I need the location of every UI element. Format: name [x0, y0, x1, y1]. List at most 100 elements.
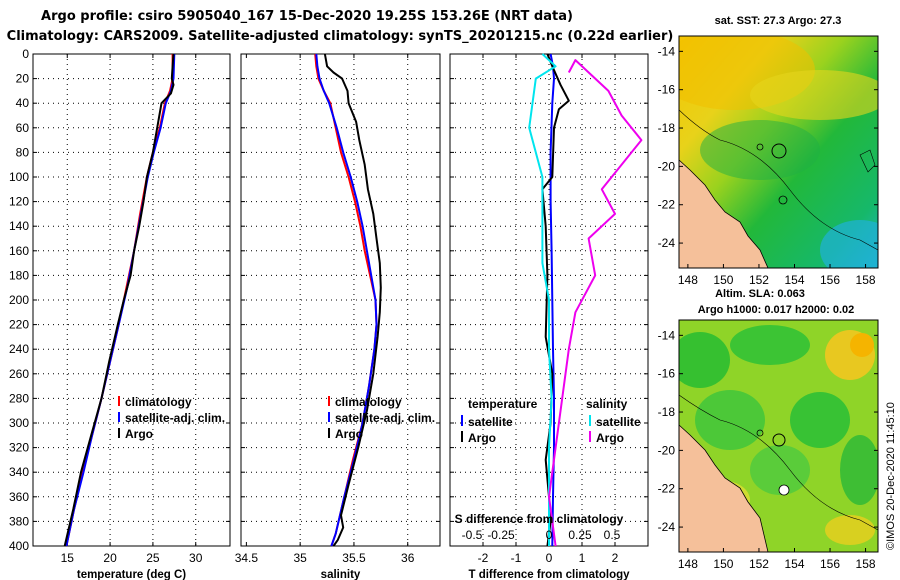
panel-frame	[240, 53, 441, 547]
legend-label: climatology	[335, 395, 402, 409]
y-tick-label: 340	[9, 465, 29, 479]
series-line-argo	[323, 53, 382, 547]
legend-header-salinity: salinity	[586, 397, 628, 411]
map-x-tick-label: 154	[784, 273, 804, 287]
series-line-t-satellite	[549, 53, 555, 547]
y-tick-label: 320	[9, 441, 29, 455]
map-y-tick-label: -14	[658, 44, 676, 58]
map-y-tick-label: -14	[658, 328, 676, 342]
sla-map: Altim. SLA: 0.063 Argo h1000: 0.017 h200…	[658, 288, 879, 571]
sst-argo-marker	[771, 143, 787, 159]
x-tick-label: -1	[511, 551, 522, 565]
map-x-tick-label: 156	[820, 273, 840, 287]
y-tick-label: 380	[9, 514, 29, 528]
series-line-satellite-adj-clim-	[315, 53, 378, 547]
series-line-t-argo	[541, 53, 570, 547]
profile-panel-temperature: 0 20 40 60 80 100 120 140 160 180 200 220 240 260 280 3…	[9, 47, 231, 580]
map-x-tick-label: 156	[820, 557, 840, 571]
y-tick-label: 160	[9, 244, 29, 258]
map-y-tick-label: -18	[658, 405, 676, 419]
x-tick-label: 34.5	[235, 551, 259, 565]
y-tick-label: 40	[16, 96, 30, 110]
x-axis-label: T difference from climatology	[468, 569, 630, 580]
map-y-tick-label: -20	[658, 443, 676, 457]
y-tick-label: 0	[22, 47, 29, 61]
y-tick-label: 200	[9, 293, 29, 307]
legend-label: satellite	[596, 415, 641, 429]
y-tick-label: 120	[9, 195, 29, 209]
x-axis-label: temperature (deg C)	[77, 569, 186, 580]
y-tick-label: 100	[9, 170, 29, 184]
y-tick-label: 260	[9, 367, 29, 381]
map-x-tick-label: 158	[856, 557, 876, 571]
legend-header-temperature: temperature	[468, 397, 538, 411]
x-tick-label: 35	[293, 551, 307, 565]
map-y-tick-label: -22	[658, 198, 676, 212]
map-y-tick-label: -24	[658, 520, 676, 534]
legend-label: Argo	[335, 427, 363, 441]
title-line-1: Argo profile: csiro 5905040_167 15-Dec-2…	[41, 9, 573, 24]
x-tick-label: 1	[579, 551, 586, 565]
map-x-tick-label: 148	[678, 557, 698, 571]
map-y-tick-label: -24	[658, 236, 676, 250]
profile-panel-differences: -2 -1 0 1 2 T difference from climatology temp…	[449, 53, 649, 580]
legend-label: satellite-adj. clim.	[125, 411, 225, 425]
y-tick-label: 180	[9, 268, 29, 282]
sst-land	[679, 159, 769, 268]
y-tick-label: 280	[9, 391, 29, 405]
x-tick-label: 25	[146, 551, 160, 565]
sla-map-title-1: Altim. SLA: 0.063	[715, 288, 805, 300]
sst-map-title: sat. SST: 27.3 Argo: 27.3	[715, 15, 842, 27]
legend-label: Argo	[596, 431, 624, 445]
x-tick-label: 35.5	[342, 551, 366, 565]
y-tick-label: 400	[9, 539, 29, 553]
top-axis-label: S difference from climatology	[455, 512, 624, 526]
y-tick-label: 220	[9, 318, 29, 332]
profile-panel-salinity: 34.5 35 35.5 36 salinity climatology satellite…	[235, 53, 441, 580]
map-y-tick-label: -18	[658, 121, 676, 135]
map-x-tick-label: 152	[749, 273, 769, 287]
x-tick-label: 15	[61, 551, 75, 565]
y-tick-label: 20	[16, 72, 30, 86]
map-x-tick-label: 150	[713, 557, 733, 571]
map-y-tick-label: -20	[658, 159, 676, 173]
map-y-tick-label: -22	[658, 482, 676, 496]
top-tick-label: -0.25	[487, 528, 515, 542]
x-tick-label: 2	[612, 551, 619, 565]
sla-argo-marker	[772, 433, 786, 447]
legend-label: satellite-adj. clim.	[335, 411, 435, 425]
series-line-climatology	[314, 53, 378, 547]
map-x-tick-label: 158	[856, 273, 876, 287]
map-x-tick-label: 152	[749, 557, 769, 571]
map-x-tick-label: 150	[713, 273, 733, 287]
series-line-argo	[63, 53, 175, 547]
legend-label: Argo	[468, 431, 496, 445]
map-x-tick-label: 148	[678, 273, 698, 287]
sla-land	[679, 424, 769, 552]
legend-label: climatology	[125, 395, 192, 409]
legend-label: Argo	[125, 427, 153, 441]
x-tick-label: 0	[546, 551, 553, 565]
y-tick-label: 360	[9, 490, 29, 504]
x-tick-label: 36	[401, 551, 415, 565]
y-tick-label: 240	[9, 342, 29, 356]
y-tick-label: 140	[9, 219, 29, 233]
top-tick-label: 0.25	[568, 528, 592, 542]
title-line-2: Climatology: CARS2009. Satellite-adjuste…	[7, 29, 674, 44]
series-line-s-argo	[548, 59, 643, 547]
sla-map-title-2: Argo h1000: 0.017 h2000: 0.02	[698, 304, 855, 316]
top-tick-label: -0.5	[462, 528, 483, 542]
x-axis-label: salinity	[321, 569, 361, 580]
imos-stamp: ©IMOS 20-Dec-2020 11:45:10	[885, 402, 897, 550]
top-tick-label: 0	[546, 528, 553, 542]
y-tick-label: 80	[16, 145, 30, 159]
legend-label: satellite	[468, 415, 513, 429]
y-tick-label: 300	[9, 416, 29, 430]
map-y-tick-label: -16	[658, 83, 676, 97]
sst-map: sat. SST: 27.3 Argo: 27.3 148 150 152 154 15…	[658, 15, 879, 287]
panel-frame	[32, 53, 231, 547]
x-tick-label: 30	[189, 551, 203, 565]
y-tick-label: 60	[16, 121, 30, 135]
map-x-tick-label: 154	[784, 557, 804, 571]
